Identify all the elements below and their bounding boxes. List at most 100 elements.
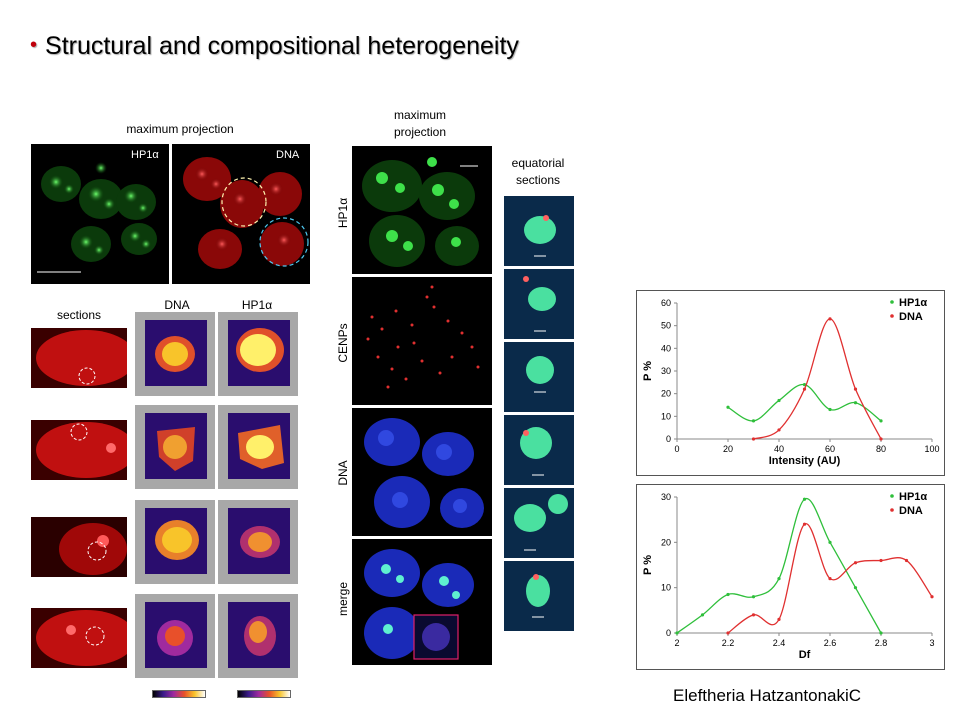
x-tick-label: 2.4 (773, 638, 786, 648)
x-tick-label: 60 (825, 444, 835, 454)
dna-projection-image: DNA (172, 144, 310, 284)
x-tick-label: 3 (929, 638, 934, 648)
data-point (828, 540, 832, 544)
mid-projection-label-1: maximum (393, 108, 446, 122)
mid-projection-label-2: projection (393, 125, 447, 139)
column-hp1a-label: HP1α (241, 298, 273, 312)
data-point (853, 586, 858, 590)
data-point (853, 401, 858, 405)
dna-heatmap-frame (135, 405, 215, 489)
data-point (802, 383, 807, 387)
x-axis-label: Df (799, 649, 811, 661)
data-point (802, 387, 807, 391)
dna-heatmap-frame (135, 594, 215, 678)
data-point (675, 631, 679, 635)
section-image (31, 328, 127, 388)
equatorial-section-image (504, 488, 574, 558)
hp1a-max-projection-image (352, 146, 492, 274)
data-point (904, 558, 909, 563)
dna-heatmap-frame (135, 500, 215, 584)
x-tick-label: 2.6 (824, 638, 837, 648)
equatorial-label-1: equatorial (511, 156, 565, 170)
y-axis-label: P % (642, 555, 654, 575)
hp1a-colorbar (237, 690, 291, 698)
slide-title: • Structural and compositional heterogene… (30, 32, 519, 61)
y-tick-label: 40 (661, 343, 671, 353)
x-axis-label: Intensity (AU) (769, 455, 841, 467)
equatorial-section-image (504, 561, 574, 631)
legend-label: HP1α (899, 491, 927, 503)
section-image (31, 517, 127, 577)
hp1a-heatmap-frame (218, 594, 298, 678)
x-tick-label: 40 (774, 444, 784, 454)
intensity-chart: 0 10 20 30 40 50 60 0 20 40 60 80 100 Intensity (AU) P… (636, 290, 945, 476)
equatorial-section-image (504, 196, 574, 266)
equatorial-section-image (504, 415, 574, 485)
data-point (828, 577, 832, 581)
dna-colorbar (152, 690, 206, 698)
data-point (828, 317, 832, 321)
legend-marker (890, 508, 894, 512)
hp1a-projection-image: HP1α (31, 144, 169, 284)
df-chart-svg: 0 10 20 30 2 2.2 2.4 2.6 2.8 3 Df P % HP1α DNA (642, 491, 935, 661)
legend-label: DNA (899, 505, 923, 517)
hp1a-panel-label: HP1α (131, 149, 159, 161)
data-point (700, 613, 705, 617)
y-tick-label: 0 (666, 434, 671, 444)
data-point (777, 428, 781, 432)
y-tick-label: 10 (661, 583, 671, 593)
data-point (777, 577, 781, 581)
row-label-cenps: CENPs (336, 323, 350, 363)
bullet-icon: • (30, 34, 38, 56)
hp1a-heatmap-frame (218, 312, 298, 396)
max-projection-label: maximum projection (126, 122, 234, 136)
series-line-dna (753, 318, 882, 440)
equatorial-section-image (504, 269, 574, 339)
data-point (879, 631, 883, 635)
x-tick-label: 100 (924, 444, 939, 454)
dna-max-projection-image (352, 408, 492, 536)
data-point (726, 592, 730, 597)
merge-max-projection-image (352, 539, 492, 665)
data-point (879, 437, 883, 441)
x-tick-label: 0 (674, 444, 679, 454)
hp1a-projection-graphic (37, 162, 157, 273)
dna-panel-label: DNA (276, 149, 300, 161)
data-point (777, 398, 781, 403)
x-tick-label: 2.8 (875, 638, 888, 648)
data-point (777, 617, 781, 621)
df-chart: 0 10 20 30 2 2.2 2.4 2.6 2.8 3 Df P % HP1α DNA (636, 484, 945, 670)
y-tick-label: 20 (661, 389, 671, 399)
x-tick-label: 2 (674, 638, 679, 648)
row-label-hp1a: HP1α (336, 197, 350, 229)
data-point (879, 419, 883, 423)
y-tick-label: 20 (661, 537, 671, 547)
section-image (31, 420, 127, 480)
data-point (828, 407, 832, 412)
data-point (751, 595, 756, 599)
data-point (751, 437, 756, 441)
equatorial-section-image (504, 342, 574, 412)
data-point (802, 522, 807, 526)
author-credit: Eleftheria HatzantonakiC (673, 686, 862, 705)
legend-marker (890, 314, 894, 318)
y-axis-label: P % (642, 361, 654, 381)
data-point (879, 558, 883, 563)
data-point (802, 497, 807, 501)
dna-heatmap-frame (135, 312, 215, 396)
x-tick-label: 80 (876, 444, 886, 454)
y-tick-label: 60 (661, 298, 671, 308)
data-point (930, 595, 934, 599)
cenps-max-projection-image (352, 277, 492, 405)
legend-marker (890, 300, 894, 304)
sections-label: sections (56, 308, 102, 322)
data-point (726, 405, 730, 409)
y-tick-label: 30 (661, 366, 671, 376)
y-tick-label: 10 (661, 411, 671, 421)
data-point (853, 561, 858, 565)
legend-marker (890, 494, 894, 498)
dna-projection-graphic (183, 157, 309, 269)
column-dna-label: DNA (164, 298, 190, 312)
legend-label: DNA (899, 311, 923, 323)
x-tick-label: 20 (723, 444, 733, 454)
